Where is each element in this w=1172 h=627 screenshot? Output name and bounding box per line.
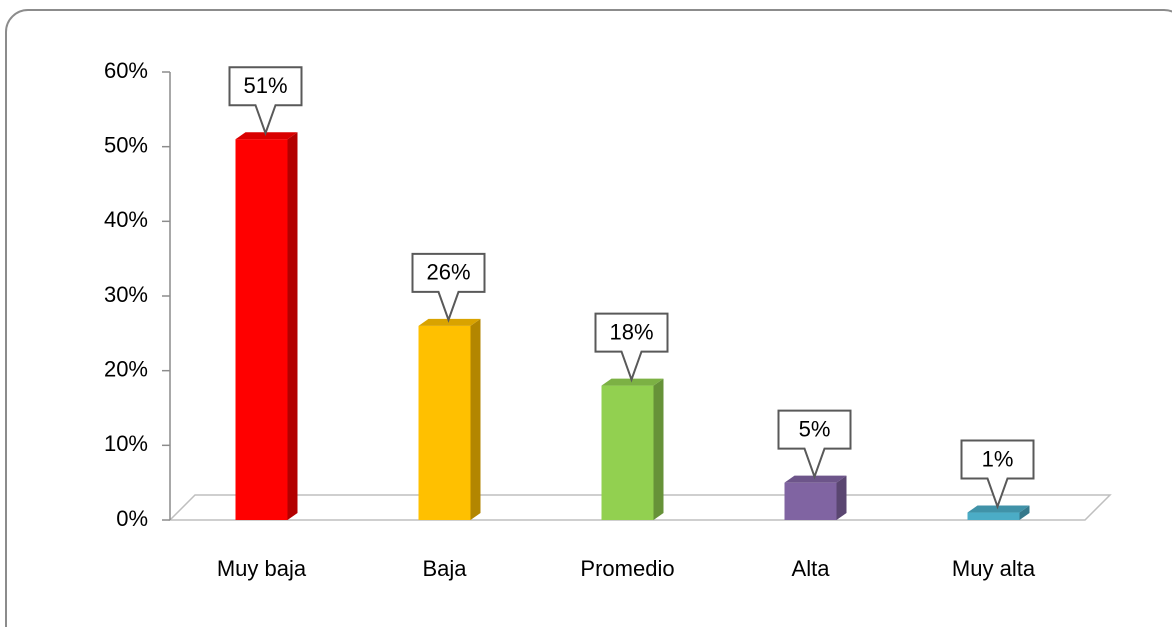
data-label-callout (777, 409, 852, 480)
x-tick-label: Muy baja (217, 556, 307, 581)
bar-side (470, 318, 481, 520)
x-tick-label: Muy alta (952, 556, 1036, 581)
y-tick-label: 10% (104, 431, 148, 456)
bar (235, 139, 288, 520)
y-tick-label: 60% (104, 58, 148, 83)
data-label: 26% (426, 260, 470, 285)
bar-top (784, 475, 847, 483)
y-tick-label: 40% (104, 207, 148, 232)
bar-top (967, 505, 1030, 513)
bar-side (1019, 505, 1030, 520)
x-tick-label: Baja (422, 556, 467, 581)
data-label: 1% (982, 446, 1014, 471)
data-label: 5% (799, 416, 831, 441)
bar-side (653, 378, 664, 520)
y-tick-label: 50% (104, 132, 148, 157)
bar-top (601, 378, 664, 386)
y-tick-label: 20% (104, 356, 148, 381)
bar (784, 482, 837, 520)
y-tick-label: 0% (116, 506, 148, 531)
x-tick-label: Alta (792, 556, 831, 581)
bar (601, 385, 654, 520)
data-label: 51% (243, 73, 287, 98)
bar-top (235, 132, 298, 140)
bar (418, 325, 471, 520)
data-label-callout (960, 439, 1035, 510)
bar (967, 512, 1020, 520)
chart-border (5, 9, 1172, 627)
bar-side (287, 132, 298, 520)
data-label-callout (228, 66, 303, 137)
x-tick-label: Promedio (580, 556, 674, 581)
data-label-callout (411, 252, 486, 323)
data-label-callout (594, 312, 669, 383)
bar-side (836, 475, 847, 520)
y-tick-label: 30% (104, 282, 148, 307)
bar-top (418, 318, 481, 326)
data-label: 18% (609, 319, 653, 344)
